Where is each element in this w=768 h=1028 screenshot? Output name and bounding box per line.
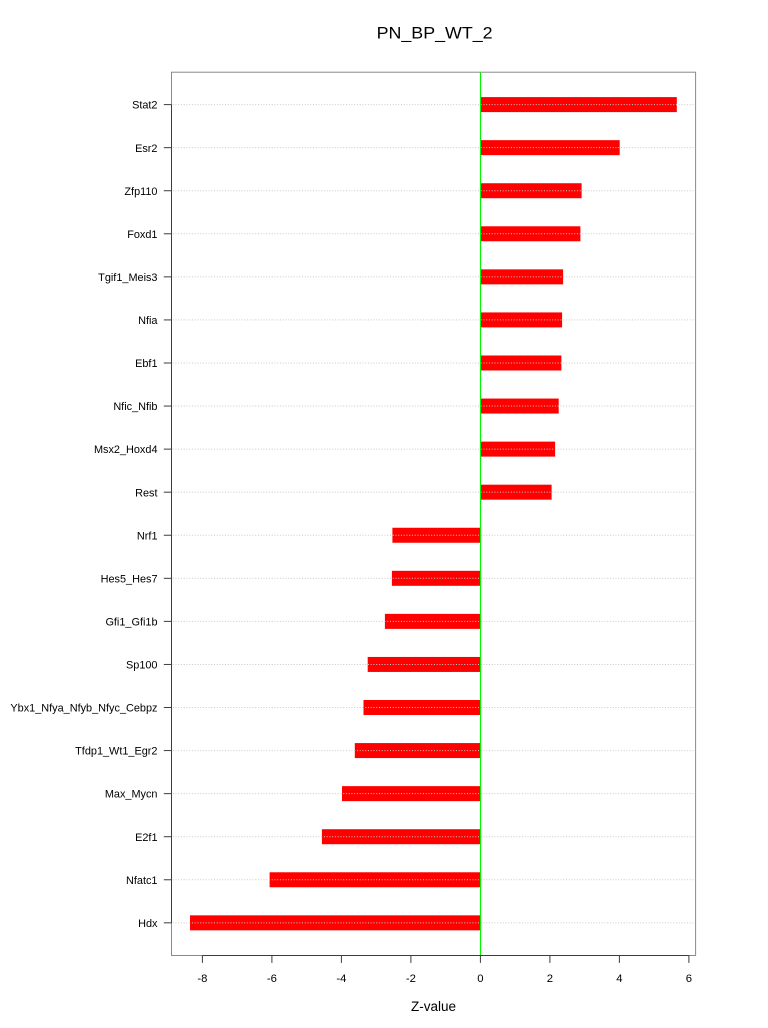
svg-text:PN_BP_WT_2: PN_BP_WT_2 xyxy=(377,24,493,43)
svg-text:Hes5_Hes7: Hes5_Hes7 xyxy=(101,573,158,585)
svg-text:Ebf1: Ebf1 xyxy=(135,358,157,370)
svg-text:Msx2_Hoxd4: Msx2_Hoxd4 xyxy=(94,444,158,456)
svg-text:0: 0 xyxy=(477,973,483,985)
svg-text:E2f1: E2f1 xyxy=(135,832,157,844)
svg-text:-6: -6 xyxy=(267,973,277,985)
svg-text:Esr2: Esr2 xyxy=(135,143,157,155)
svg-text:Z-value: Z-value xyxy=(411,999,456,1014)
svg-text:Nfia: Nfia xyxy=(138,315,158,327)
svg-text:Sp100: Sp100 xyxy=(126,660,158,672)
svg-text:-4: -4 xyxy=(336,973,346,985)
svg-text:Hdx: Hdx xyxy=(138,918,158,930)
svg-text:Nrf1: Nrf1 xyxy=(137,530,158,542)
svg-text:-2: -2 xyxy=(406,973,416,985)
svg-text:Rest: Rest xyxy=(135,487,157,499)
svg-text:Nfic_Nfib: Nfic_Nfib xyxy=(113,401,157,413)
svg-text:Foxd1: Foxd1 xyxy=(127,229,157,241)
svg-text:Nfatc1: Nfatc1 xyxy=(126,875,157,887)
svg-text:-8: -8 xyxy=(197,973,207,985)
svg-text:Stat2: Stat2 xyxy=(132,100,157,112)
svg-text:Tfdp1_Wt1_Egr2: Tfdp1_Wt1_Egr2 xyxy=(75,746,157,758)
svg-text:6: 6 xyxy=(686,973,692,985)
svg-text:4: 4 xyxy=(616,973,622,985)
svg-text:2: 2 xyxy=(547,973,553,985)
svg-text:Max_Mycn: Max_Mycn xyxy=(105,789,158,801)
svg-text:Gfi1_Gfi1b: Gfi1_Gfi1b xyxy=(105,616,157,628)
svg-text:Ybx1_Nfya_Nfyb_Nfyc_Cebpz: Ybx1_Nfya_Nfyb_Nfyc_Cebpz xyxy=(10,703,157,715)
svg-text:Tgif1_Meis3: Tgif1_Meis3 xyxy=(98,272,157,284)
svg-text:Zfp110: Zfp110 xyxy=(124,186,157,198)
